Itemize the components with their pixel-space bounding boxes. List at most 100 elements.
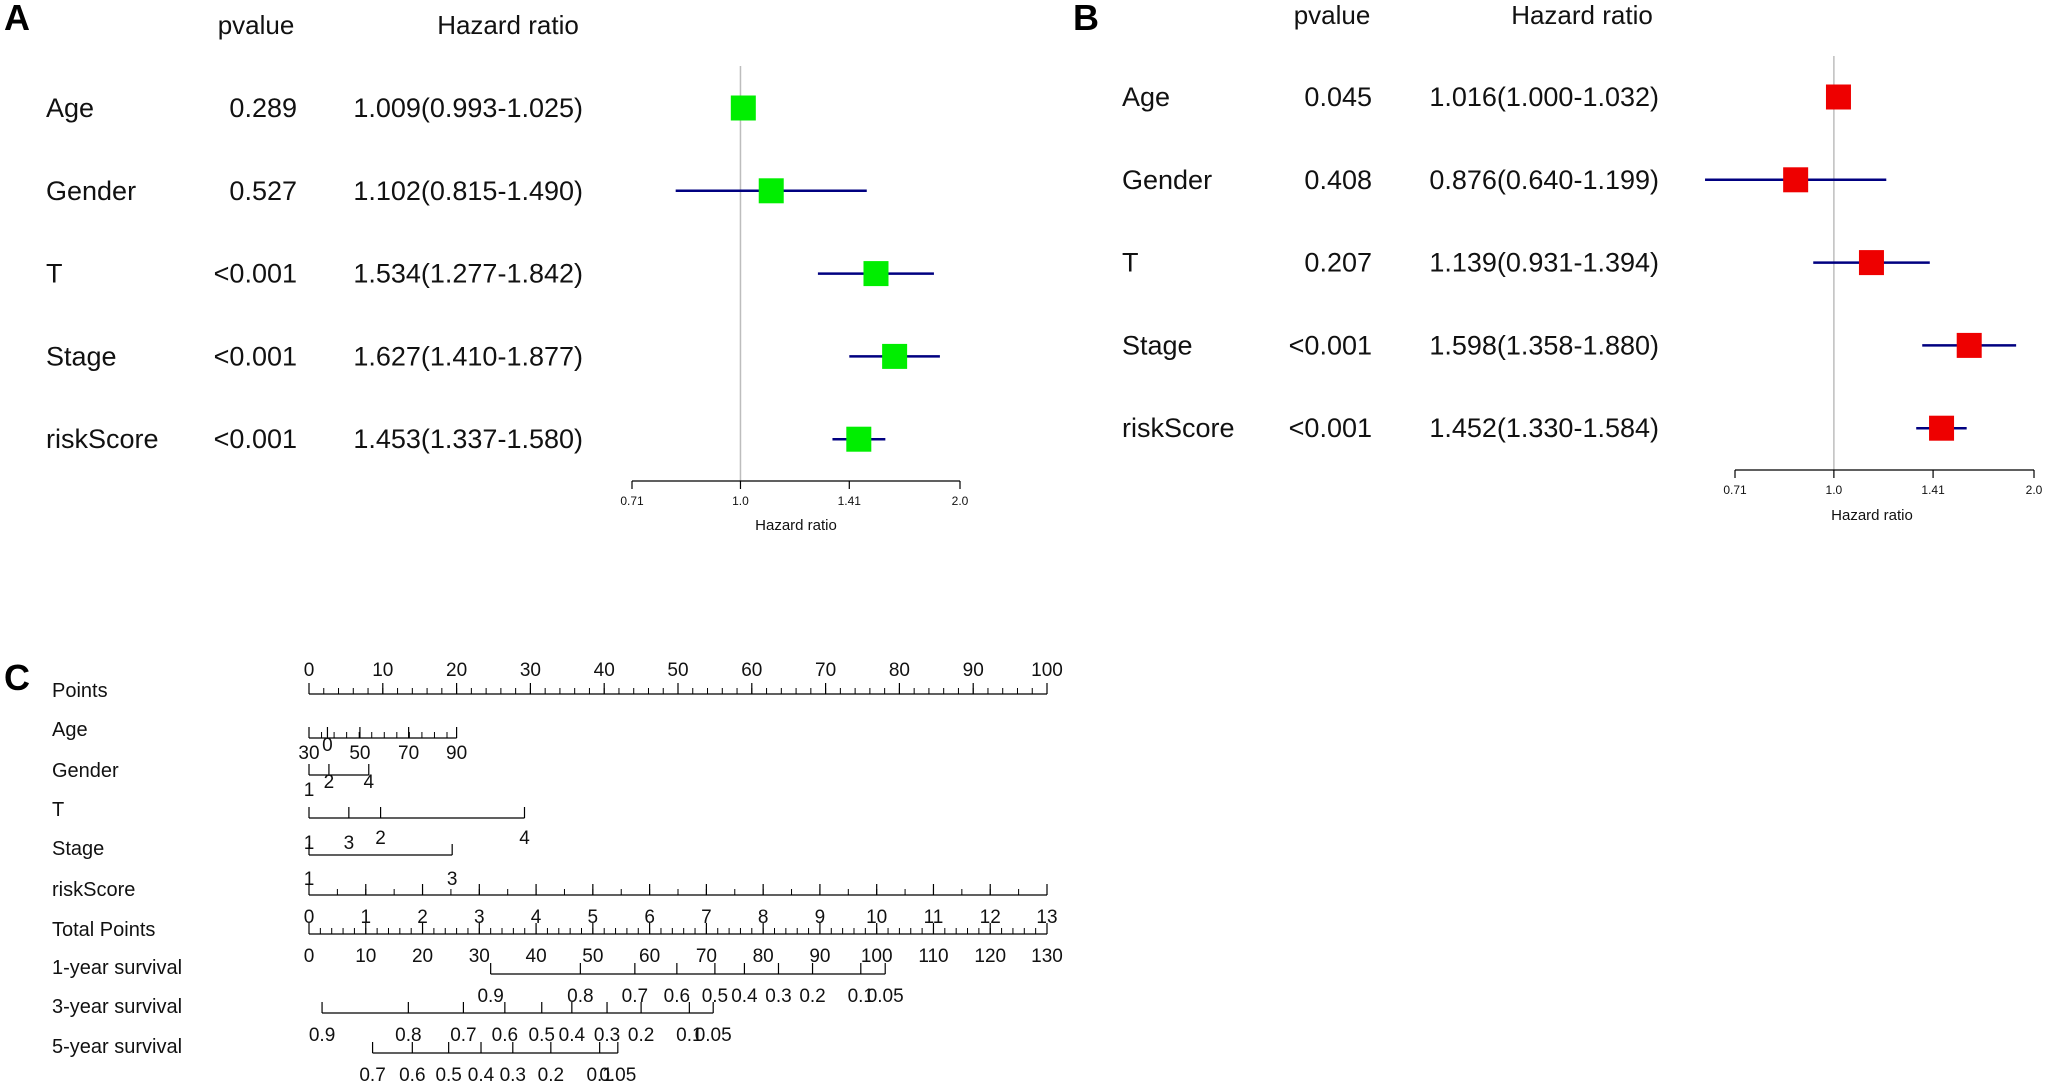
nomogram-tick-label: 60 — [741, 660, 762, 681]
nomogram-tick-label: 0.8 — [395, 1025, 421, 1046]
nomogram-row-label: riskScore — [52, 879, 135, 901]
nomogram-tick-label: 40 — [526, 946, 547, 967]
nomogram-tick-label: 0.1 — [586, 1065, 612, 1086]
nomogram-tick-label: 3 — [447, 869, 458, 890]
nomogram-tick-label: 0.1 — [676, 1025, 702, 1046]
nomogram-tick-label: 0 — [322, 735, 333, 756]
row-pvalue: <0.001 — [214, 341, 297, 371]
nomogram-tick-label: 9 — [815, 907, 826, 928]
panel-b-forest-plot: Age 0.045 1.016(1.000-1.032) Gender 0.408 0.8… — [1122, 56, 2043, 497]
row-pvalue: 0.527 — [229, 176, 297, 206]
x-tick-label: 0.71 — [1723, 483, 1747, 497]
nomogram-row-label: 3-year survival — [52, 996, 182, 1018]
nomogram-tick-label: 10 — [866, 907, 887, 928]
nomogram-tick-label: 5 — [588, 907, 599, 928]
hazard-ratio-marker — [1956, 332, 1982, 358]
nomogram-tick-label: 0.4 — [559, 1025, 586, 1046]
nomogram-tick-label: 4 — [531, 907, 542, 928]
nomogram-tick-label: 80 — [889, 660, 910, 681]
hazard-ratio-marker — [1929, 415, 1955, 441]
nomogram-tick-label: 0.7 — [359, 1065, 385, 1086]
nomogram-tick-label: 30 — [520, 660, 541, 681]
hazard-ratio-marker — [882, 343, 908, 369]
nomogram-tick-label: 0.7 — [450, 1025, 476, 1046]
nomogram-tick-label: 120 — [974, 946, 1006, 967]
nomogram-row-label: Total Points — [52, 919, 155, 941]
nomogram-tick-label: 3 — [344, 833, 355, 854]
row-hazard-ratio: 1.598(1.358-1.880) — [1429, 330, 1659, 360]
nomogram-tick-label: 0.4 — [731, 986, 758, 1007]
panel-a-forest-plot: Age 0.289 1.009(0.993-1.025) Gender 0.527 1.1… — [46, 66, 969, 508]
row-hazard-ratio: 1.102(0.815-1.490) — [353, 176, 583, 206]
nomogram-tick-label: 1 — [304, 780, 315, 801]
nomogram-tick-label: 0.6 — [492, 1025, 518, 1046]
nomogram-row-label: T — [52, 799, 64, 821]
nomogram-tick-label: 10 — [355, 946, 376, 967]
nomogram-tick-label: 60 — [639, 946, 660, 967]
nomogram-tick-label: 80 — [753, 946, 774, 967]
nomogram-tick-label: 0.7 — [622, 986, 648, 1007]
nomogram-tick-label: 0.5 — [702, 986, 728, 1007]
nomogram-tick-label: 0.2 — [799, 986, 825, 1007]
nomogram-row-label: Stage — [52, 838, 104, 860]
row-pvalue: <0.001 — [214, 259, 297, 289]
nomogram-row-label: 1-year survival — [52, 957, 182, 979]
x-tick-label: 2.0 — [2026, 483, 2043, 497]
x-tick-label: 2.0 — [952, 494, 969, 508]
panel-label-b: B — [1073, 0, 1099, 38]
nomogram-tick-label: 4 — [519, 828, 530, 849]
nomogram-tick-label: 3 — [474, 907, 485, 928]
nomogram-tick-label: 2 — [324, 772, 335, 793]
hazard-ratio-marker — [846, 426, 872, 452]
nomogram-tick-label: 70 — [696, 946, 717, 967]
panel-b-pvalue-header: pvalue — [1294, 0, 1371, 30]
nomogram-tick-label: 50 — [349, 743, 370, 764]
row-hazard-ratio: 1.139(0.931-1.394) — [1429, 248, 1659, 278]
nomogram-tick-label: 2 — [375, 828, 386, 849]
nomogram-tick-label: 70 — [815, 660, 836, 681]
nomogram-tick-label: 8 — [758, 907, 769, 928]
nomogram-tick-label: 0.05 — [695, 1025, 732, 1046]
nomogram-tick-label: 0.9 — [309, 1025, 335, 1046]
row-hazard-ratio: 1.009(0.993-1.025) — [353, 93, 583, 123]
nomogram-tick-label: 0.2 — [628, 1025, 654, 1046]
nomogram-row-label: Points — [52, 680, 108, 702]
row-pvalue: <0.001 — [1289, 330, 1372, 360]
row-label: Stage — [1122, 330, 1193, 360]
nomogram-tick-label: 13 — [1036, 907, 1057, 928]
nomogram-tick-label: 7 — [701, 907, 712, 928]
row-hazard-ratio: 1.453(1.337-1.580) — [353, 424, 583, 454]
nomogram-tick-label: 0.3 — [594, 1025, 620, 1046]
nomogram-tick-label: 2 — [417, 907, 428, 928]
nomogram-tick-label: 30 — [469, 946, 490, 967]
nomogram-tick-label: 0.3 — [500, 1065, 526, 1086]
row-hazard-ratio: 0.876(0.640-1.199) — [1429, 165, 1659, 195]
hazard-ratio-marker — [730, 95, 756, 121]
row-pvalue: 0.289 — [229, 93, 297, 123]
x-tick-label: 0.71 — [620, 494, 644, 508]
nomogram-tick-label: 90 — [809, 946, 830, 967]
row-label: T — [46, 259, 63, 289]
nomogram-tick-label: 0.3 — [765, 986, 791, 1007]
nomogram-tick-label: 0.2 — [538, 1065, 564, 1086]
hazard-ratio-marker — [758, 178, 784, 204]
nomogram-tick-label: 1 — [304, 869, 315, 890]
hazard-ratio-marker — [1783, 167, 1809, 193]
row-pvalue: <0.001 — [214, 424, 297, 454]
nomogram-tick-label: 100 — [861, 946, 893, 967]
nomogram-tick-label: 0.05 — [599, 1065, 636, 1086]
nomogram-tick-label: 0 — [304, 946, 315, 967]
nomogram-tick-label: 0.5 — [435, 1065, 461, 1086]
nomogram-row-label: 5-year survival — [52, 1036, 182, 1058]
row-label: T — [1122, 248, 1139, 278]
nomogram-tick-label: 130 — [1031, 946, 1063, 967]
hazard-ratio-marker — [1825, 84, 1851, 110]
panel-a-x-axis-label: Hazard ratio — [755, 517, 837, 534]
nomogram-tick-label: 0.5 — [529, 1025, 555, 1046]
nomogram-tick-label: 110 — [918, 946, 948, 967]
nomogram-tick-label: 0.9 — [477, 986, 503, 1007]
x-tick-label: 1.41 — [1921, 483, 1945, 497]
nomogram-tick-label: 50 — [582, 946, 603, 967]
